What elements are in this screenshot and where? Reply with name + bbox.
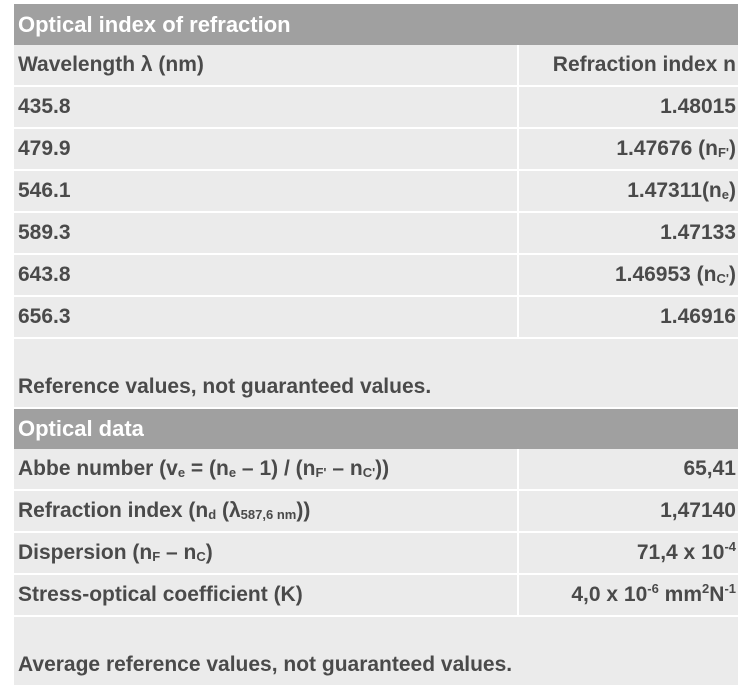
dispersion-label: Dispersion (nF – nC) bbox=[14, 533, 519, 573]
wavelength-cell: 656.3 bbox=[14, 297, 519, 337]
dispersion-value: 71,4 x 10-4 bbox=[636, 539, 736, 564]
refraction-index-label: Refraction index (nd (λ587,6 nm)) bbox=[14, 491, 519, 531]
dispersion-row: Dispersion (nF – nC) 71,4 x 10-4 bbox=[14, 533, 738, 575]
stress-value: 4,0 x 10-6 mm2N-1 bbox=[571, 581, 736, 606]
refraction-row: 589.3 1.47133 bbox=[14, 213, 738, 255]
abbe-label: Abbe number (ve = (ne – 1) / (nF' – nC')… bbox=[14, 449, 519, 489]
refraction-index-row: Refraction index (nd (λ587,6 nm)) 1,4714… bbox=[14, 491, 738, 533]
refraction-row: 643.8 1.46953 (nC') bbox=[14, 255, 738, 297]
refraction-row: 656.3 1.46916 bbox=[14, 297, 738, 339]
index-header: Refraction index n bbox=[552, 53, 736, 76]
stress-row: Stress-optical coefficient (K) 4,0 x 10-… bbox=[14, 575, 738, 617]
index-cell: 1.47311(ne) bbox=[627, 179, 736, 202]
refraction-title: Optical index of refraction bbox=[14, 4, 738, 45]
index-cell: 1.47676 (nF') bbox=[616, 137, 736, 160]
wavelength-cell: 589.3 bbox=[14, 213, 519, 253]
index-cell: 1.46953 (nC') bbox=[614, 263, 736, 286]
refraction-row: 435.8 1.48015 bbox=[14, 87, 738, 129]
blank-spacer-2 bbox=[14, 617, 738, 647]
document: Optical index of refraction Wavelength λ… bbox=[14, 4, 738, 685]
blank-spacer bbox=[14, 339, 738, 369]
wavelength-cell: 643.8 bbox=[14, 255, 519, 295]
wavelength-cell: 435.8 bbox=[14, 87, 519, 127]
refraction-note: Reference values, not guaranteed values. bbox=[14, 369, 738, 407]
stress-label: Stress-optical coefficient (K) bbox=[14, 575, 519, 615]
optical-note: Average reference values, not guaranteed… bbox=[14, 647, 738, 685]
wavelength-header: Wavelength λ (nm) bbox=[14, 45, 519, 85]
abbe-row: Abbe number (ve = (ne – 1) / (nF' – nC')… bbox=[14, 449, 738, 491]
abbe-value: 65,41 bbox=[683, 457, 736, 480]
index-cell: 1.47133 bbox=[660, 221, 736, 244]
index-cell: 1.48015 bbox=[660, 95, 736, 118]
refraction-header-row: Wavelength λ (nm) Refraction index n bbox=[14, 45, 738, 87]
refraction-index-value: 1,47140 bbox=[660, 499, 736, 522]
wavelength-cell: 546.1 bbox=[14, 171, 519, 211]
wavelength-cell: 479.9 bbox=[14, 129, 519, 169]
refraction-rows: 435.8 1.48015 479.9 1.47676 (nF') 546.1 1.473… bbox=[14, 87, 738, 339]
index-cell: 1.46916 bbox=[660, 305, 736, 328]
refraction-row: 479.9 1.47676 (nF') bbox=[14, 129, 738, 171]
optical-title: Optical data bbox=[14, 409, 738, 449]
refraction-row: 546.1 1.47311(ne) bbox=[14, 171, 738, 213]
